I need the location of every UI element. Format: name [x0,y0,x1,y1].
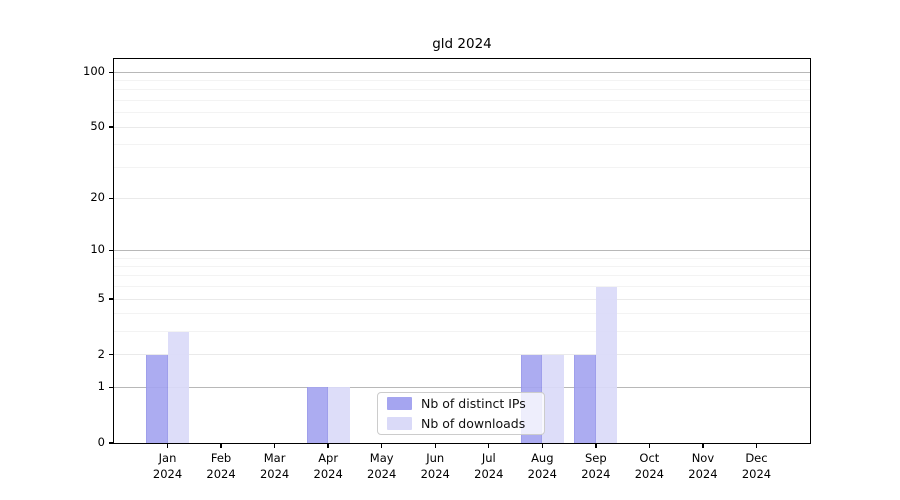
y-tick-2 [109,354,113,356]
gridline-1 [114,386,810,388]
gridline-40 [114,144,810,146]
x-tick-oct [648,444,651,448]
y-tick-label-0: 0 [97,435,105,449]
chart-title: gld 2024 [432,36,492,52]
bar-downloads-jan [167,331,190,443]
x-tick-sep [595,444,597,448]
gridline-60 [114,112,810,114]
bar-ips-jan [146,354,168,443]
y-tick-label-1: 1 [97,379,105,394]
x-tick-feb [220,444,222,448]
x-tick-apr [327,444,329,448]
x-tick-dec [755,444,758,448]
x-tick-label-jul: Jul 2024 [474,451,504,481]
gridline-3 [114,331,810,333]
gridline-90 [114,80,810,82]
x-tick-aug [541,444,543,448]
y-tick-label-2: 2 [97,346,105,361]
gridline-6 [114,286,810,288]
y-tick-0 [109,442,113,444]
gridline-30 [114,166,810,168]
y-tick-100 [109,71,113,73]
y-tick-10 [109,249,113,252]
x-tick-label-aug: Aug 2024 [527,451,557,481]
x-tick-jan [166,444,169,448]
bar-downloads-aug [542,354,564,443]
y-tick-label-100: 100 [83,64,105,79]
y-tick-50 [109,126,113,128]
gridline-100 [114,71,810,73]
legend-label: Nb of distinct IPs [421,396,526,411]
y-tick-20 [109,197,113,200]
gridline-70 [114,100,810,102]
legend-swatch-icon [387,417,412,430]
x-tick-label-jun: Jun 2024 [420,451,450,481]
y-tick-label-50: 50 [90,119,105,134]
x-tick-label-nov: Nov 2024 [688,451,718,481]
y-tick-1 [109,386,113,388]
legend-swatch-icon [387,397,412,410]
y-tick-label-5: 5 [97,291,105,306]
legend-item-downloads: Nb of downloads [387,416,534,431]
gridline-50 [114,126,810,128]
gridline-7 [114,275,810,277]
gridline-5 [114,298,810,300]
gridline-4 [114,313,810,315]
gridline-8 [114,265,810,267]
gridline-80 [114,89,810,91]
gridline-20 [114,197,810,199]
x-tick-label-feb: Feb 2024 [206,451,236,481]
x-tick-mar [273,444,276,448]
y-tick-5 [109,298,113,300]
gridline-9 [114,257,810,259]
x-tick-label-apr: Apr 2024 [313,451,343,481]
x-tick-label-sep: Sep 2024 [581,451,611,481]
x-tick-label-may: May 2024 [367,451,397,481]
bar-ips-apr [306,387,329,443]
y-tick-label-10: 10 [90,242,105,257]
plot-area [114,59,810,443]
y-tick-label-20: 20 [90,190,105,205]
gridline-2 [114,354,810,356]
bar-downloads-sep [595,286,618,443]
x-tick-nov [702,444,704,448]
legend: Nb of distinct IPs Nb of downloads [377,392,545,435]
x-tick-jun [434,444,436,448]
legend-label: Nb of downloads [421,416,526,431]
legend-item-distinct-ips: Nb of distinct IPs [387,396,534,411]
x-tick-jul [488,444,490,448]
bar-downloads-apr [328,387,350,443]
x-tick-may [380,444,383,448]
x-tick-label-oct: Oct 2024 [634,451,665,481]
x-tick-label-jan: Jan 2024 [152,451,183,481]
x-tick-label-mar: Mar 2024 [259,451,290,481]
bar-ips-sep [574,354,596,443]
gridline-10 [114,249,810,251]
x-tick-label-dec: Dec 2024 [741,451,772,481]
